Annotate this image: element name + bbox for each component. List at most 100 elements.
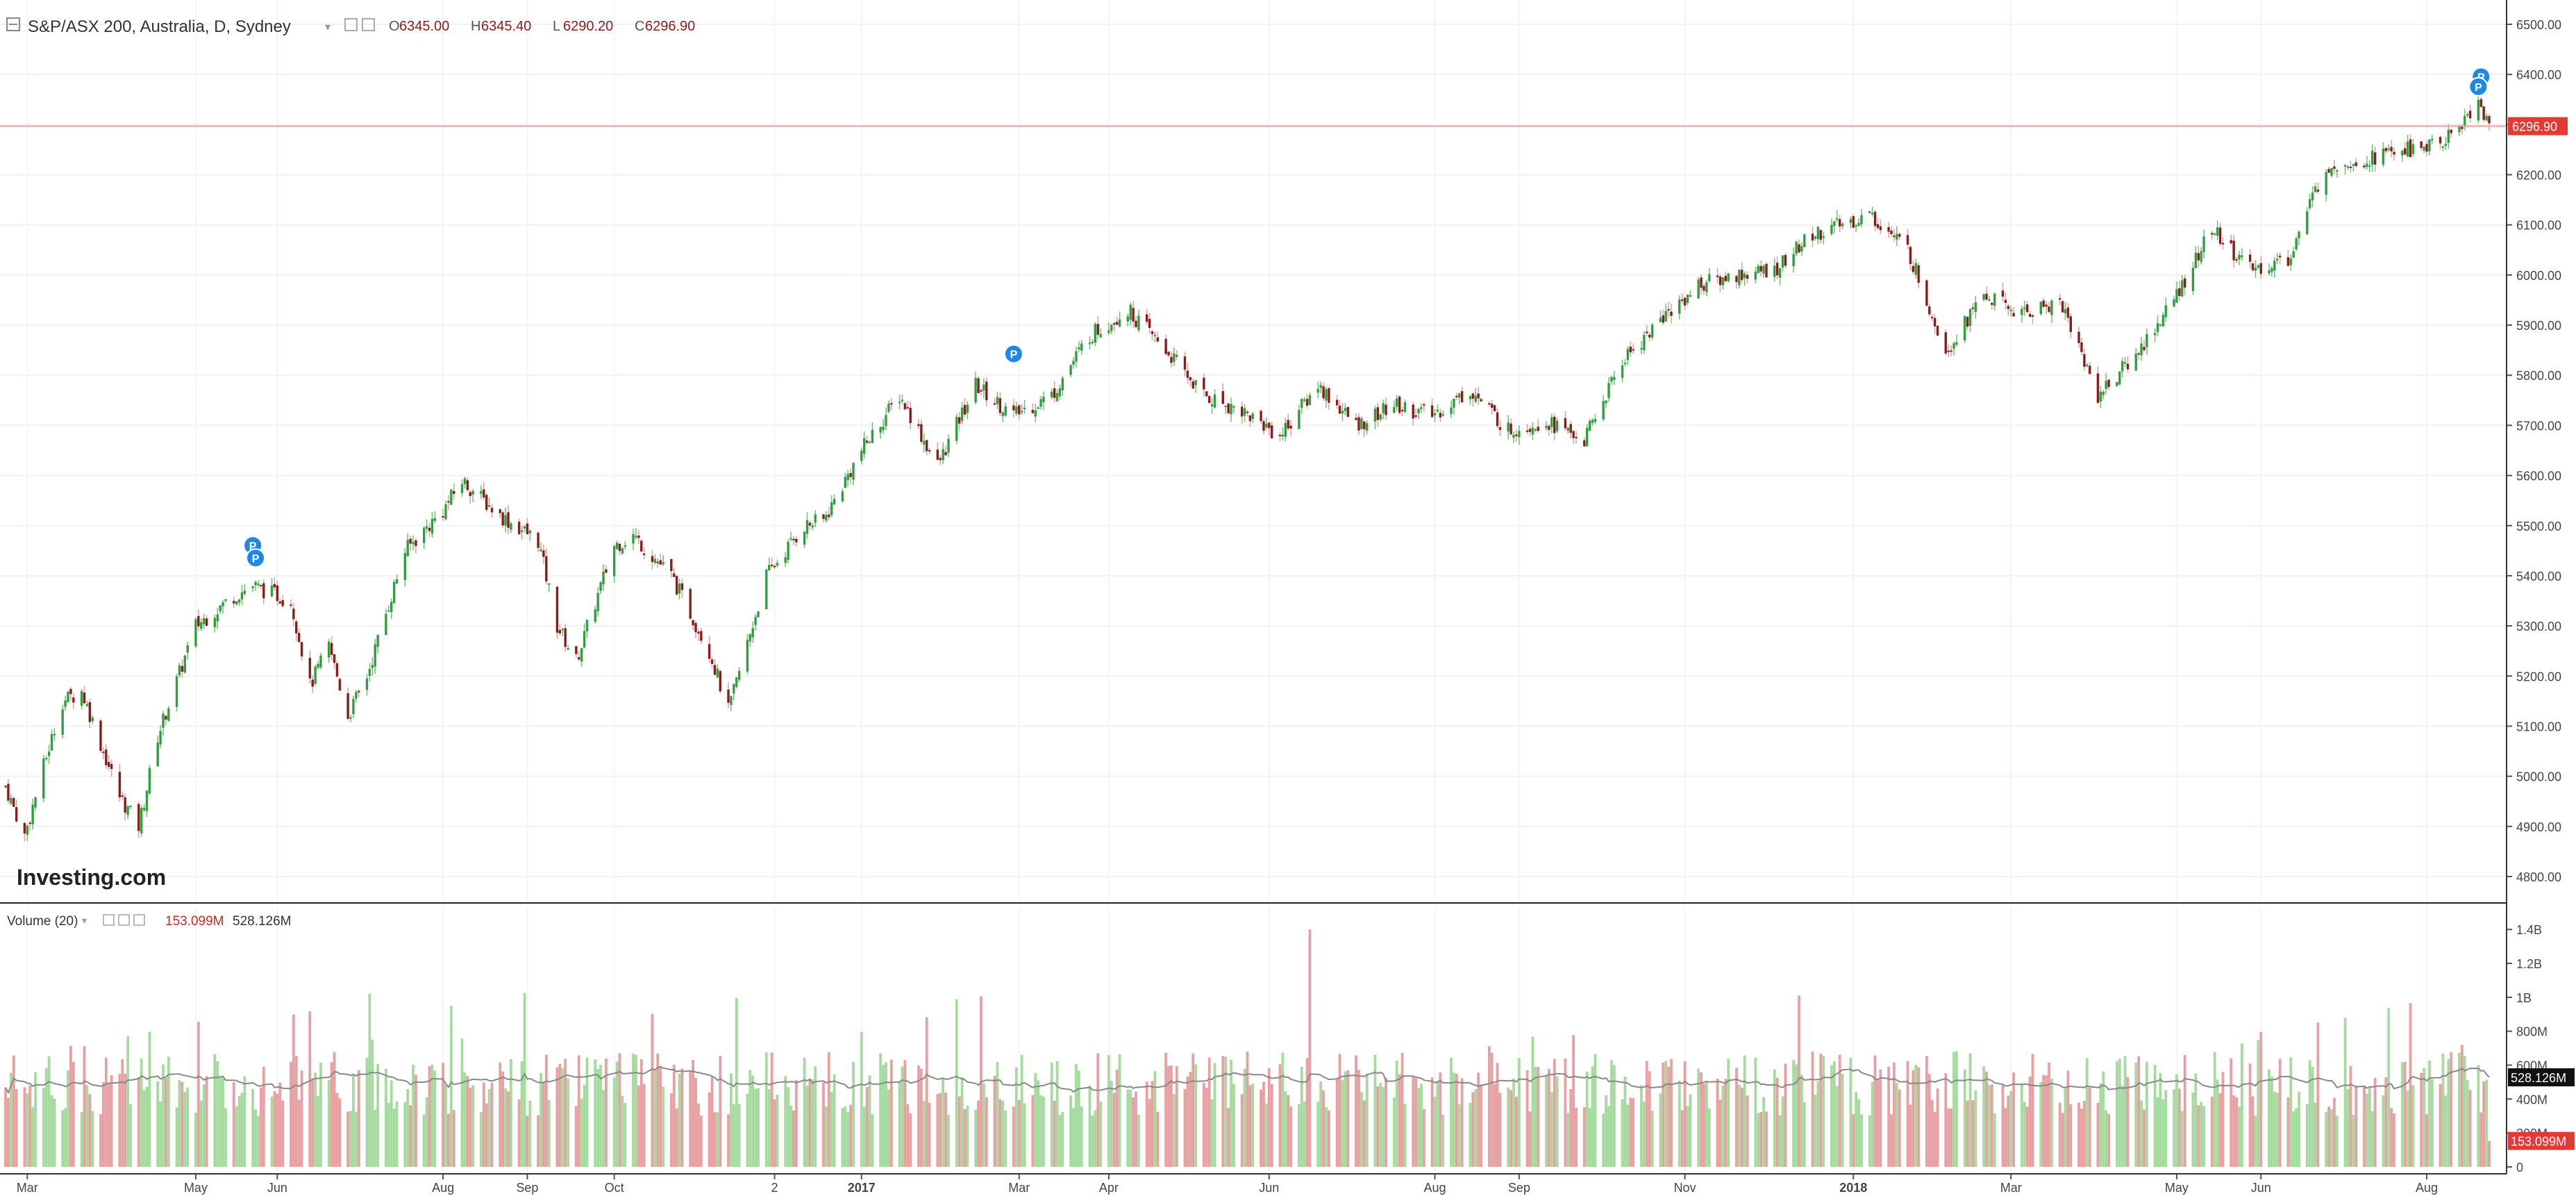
candle — [2123, 362, 2127, 364]
legend-header: S&P/ASX 200, Australia, D, Sydney ▾ O 634… — [6, 17, 695, 36]
candle — [1572, 431, 1575, 438]
candle — [1814, 236, 1817, 239]
volume-bar — [178, 1080, 181, 1167]
candle — [957, 417, 961, 424]
volume-bar — [1553, 1059, 1556, 1167]
candle — [1436, 409, 1439, 412]
volume-bar — [656, 1053, 660, 1167]
candle — [1735, 276, 1738, 283]
candle — [1759, 265, 1762, 272]
candle — [2428, 139, 2431, 151]
candle — [1488, 403, 1491, 405]
volume-bar — [642, 1084, 646, 1167]
candle — [977, 378, 980, 393]
candle — [653, 558, 657, 563]
volume-bar — [925, 1017, 928, 1167]
event-marker-p[interactable] — [1003, 344, 1023, 364]
candle — [710, 659, 714, 664]
candle — [2325, 172, 2327, 195]
candle — [1569, 424, 1572, 433]
candle — [1210, 404, 1214, 407]
candle — [784, 557, 787, 563]
volume-bar — [196, 1022, 200, 1167]
volume-bar — [1246, 1052, 1249, 1167]
candle — [254, 582, 257, 586]
volume-bar — [732, 1104, 735, 1167]
volume-bar — [2335, 1115, 2339, 1167]
volume-bar — [792, 1110, 795, 1167]
candle — [1667, 309, 1670, 311]
volume-bar — [1205, 1088, 1208, 1167]
volume-bar — [31, 1107, 35, 1167]
volume-bar — [1759, 1111, 1763, 1167]
candle — [1498, 427, 1502, 430]
candle — [1240, 406, 1244, 417]
candle — [2080, 342, 2083, 352]
volume-bar — [1183, 1088, 1187, 1167]
ohlc-letter: H — [471, 19, 480, 34]
candle — [1469, 396, 1472, 399]
volume-bar — [1876, 1079, 1880, 1167]
volume-bar — [862, 1106, 866, 1167]
volume-bar — [2202, 1106, 2205, 1167]
candle — [1366, 423, 1369, 431]
volume-close-icon[interactable] — [133, 914, 145, 926]
volume-bar — [2159, 1072, 2162, 1167]
candle — [803, 531, 806, 545]
volume-bar — [2137, 1056, 2141, 1167]
candle — [1525, 430, 1529, 432]
candle — [1075, 351, 1078, 362]
volume-bar — [708, 1092, 711, 1167]
candle — [1798, 244, 1800, 253]
dropdown-icon[interactable]: ▾ — [325, 22, 331, 33]
candle — [1173, 353, 1176, 362]
candle — [1664, 310, 1667, 322]
volume-bar — [1890, 1114, 1893, 1167]
volume-bar — [1210, 1099, 1214, 1167]
price-tick-label: 5200.00 — [2516, 670, 2561, 683]
volume-bar — [2403, 1061, 2407, 1167]
event-marker-p[interactable] — [246, 548, 266, 568]
candle — [670, 558, 673, 572]
settings-icon[interactable] — [344, 18, 358, 31]
volume-bar — [1430, 1077, 1434, 1167]
candle — [903, 403, 907, 410]
candle — [2485, 115, 2488, 121]
volume-bar — [773, 1099, 776, 1167]
volume-bar — [2153, 1065, 2157, 1167]
candle — [678, 583, 681, 594]
candle — [47, 752, 51, 756]
candle — [2178, 288, 2181, 297]
candle — [1509, 423, 1512, 435]
volume-bar — [1126, 1089, 1130, 1167]
candle — [129, 805, 132, 807]
hide-icon[interactable] — [362, 18, 375, 31]
volume-bar — [1689, 1094, 1692, 1167]
volume-bars — [4, 929, 2491, 1167]
candle — [330, 642, 333, 655]
volume-bar — [1792, 1060, 1796, 1167]
volume-bar — [2009, 1090, 2013, 1167]
candle — [2349, 167, 2352, 169]
candle — [1968, 308, 1972, 326]
volume-hide-icon[interactable] — [118, 914, 130, 926]
volume-bar — [2105, 1110, 2108, 1167]
volume-bar — [1952, 1052, 1955, 1167]
volume-dropdown-icon[interactable]: ▾ — [82, 915, 87, 926]
price-tick-label: 4900.00 — [2516, 820, 2561, 834]
volume-bar — [1626, 1104, 1630, 1167]
event-marker-p[interactable] — [2468, 76, 2489, 97]
candle — [1857, 223, 1860, 226]
collapse-icon[interactable] — [6, 17, 20, 31]
volume-settings-icon[interactable] — [103, 914, 115, 926]
volume-bar — [1042, 1096, 1045, 1167]
last-price-label: 6296.90 — [2512, 120, 2557, 134]
candle — [1053, 388, 1056, 398]
candle — [430, 518, 434, 534]
candle — [730, 696, 733, 705]
candle — [1137, 315, 1140, 331]
volume-bar — [2330, 1109, 2333, 1167]
volume-bar — [974, 1109, 978, 1167]
volume-bar — [2213, 1052, 2216, 1167]
